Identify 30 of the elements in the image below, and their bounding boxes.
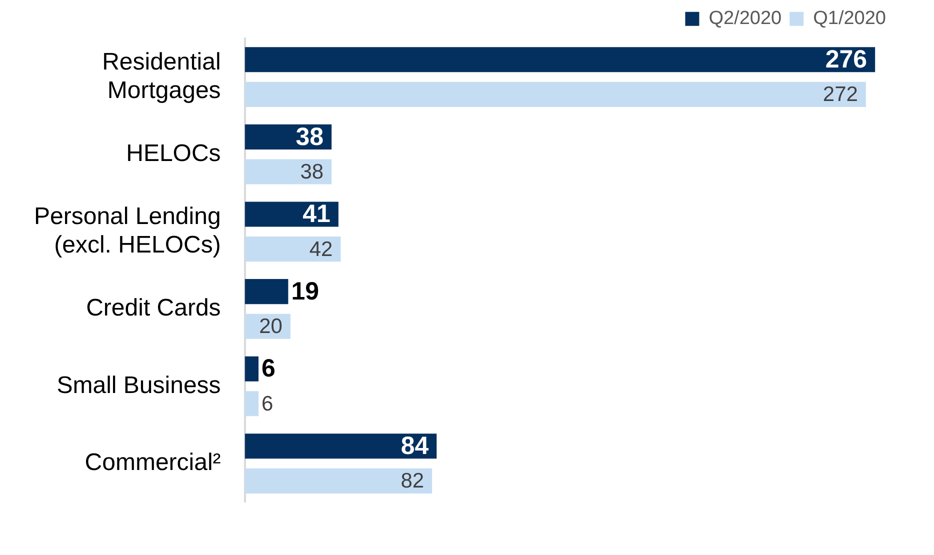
data-label: 19 bbox=[291, 277, 320, 306]
bar bbox=[244, 82, 866, 107]
data-label: 41 bbox=[302, 200, 331, 228]
data-label: 6 bbox=[262, 392, 274, 416]
data-label: 38 bbox=[296, 122, 324, 151]
data-label: 276 bbox=[825, 46, 868, 74]
legend-label: Q2/2020 bbox=[708, 8, 782, 30]
y-tick-label: Personal Lending (excl. HELOCs) bbox=[34, 202, 221, 259]
legend-label: Q1/2020 bbox=[813, 8, 886, 30]
y-tick-label: Small Business bbox=[56, 372, 221, 399]
bar bbox=[244, 391, 259, 416]
bar bbox=[244, 468, 432, 494]
bar bbox=[244, 434, 437, 459]
data-label: 84 bbox=[400, 432, 429, 460]
data-label: 42 bbox=[309, 238, 333, 261]
data-label: 20 bbox=[259, 315, 282, 338]
bar bbox=[244, 356, 259, 382]
data-label: 272 bbox=[822, 83, 858, 106]
data-label: 38 bbox=[300, 160, 324, 184]
y-tick-label: HELOCs bbox=[126, 140, 221, 167]
data-label: 6 bbox=[262, 354, 276, 383]
bar bbox=[244, 159, 332, 184]
bar bbox=[244, 47, 876, 72]
y-tick-label: Credit Cards bbox=[86, 294, 221, 322]
bar bbox=[244, 236, 341, 262]
y-tick-label: Commercial² bbox=[84, 449, 221, 476]
y-tick-label: Residential Mortgages bbox=[102, 48, 221, 104]
bar bbox=[244, 202, 338, 227]
bar bbox=[244, 279, 288, 304]
data-label: 82 bbox=[400, 470, 424, 493]
